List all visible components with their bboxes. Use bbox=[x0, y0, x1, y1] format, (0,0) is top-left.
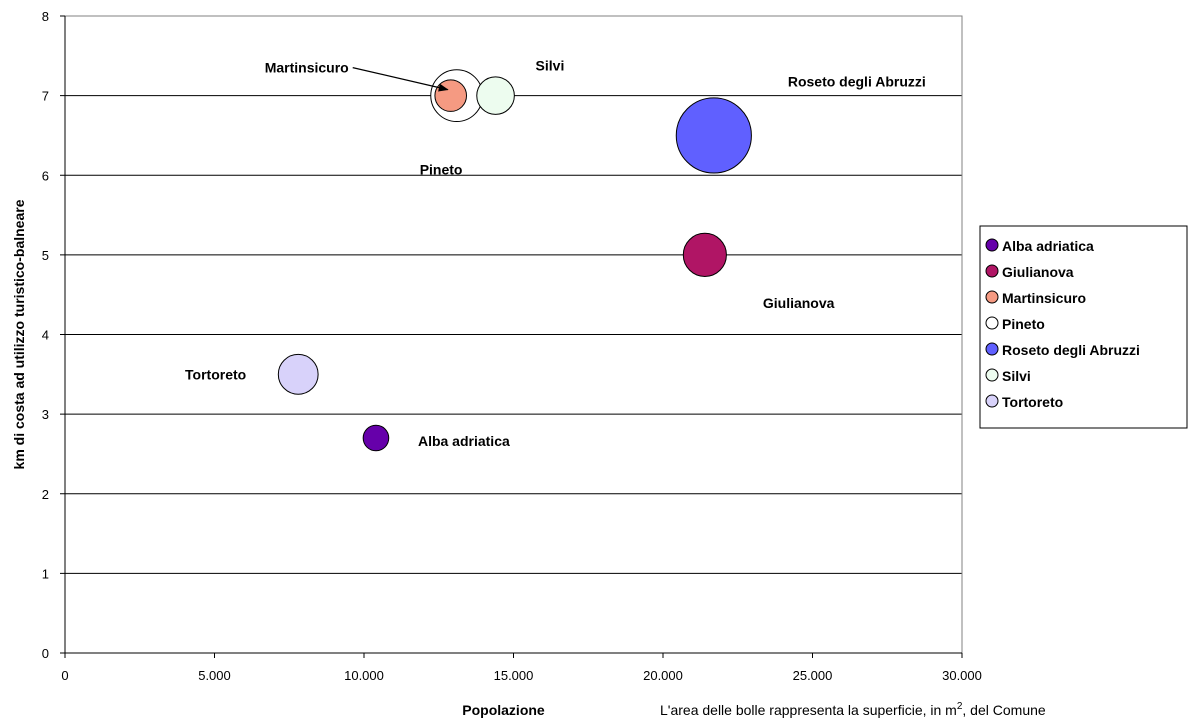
bubble-label-roseto-degli-abruzzi: Roseto degli Abruzzi bbox=[788, 73, 926, 89]
x-tick-label: 15.000 bbox=[494, 668, 534, 683]
bubble-label-silvi: Silvi bbox=[536, 58, 565, 74]
y-tick-label: 6 bbox=[42, 168, 49, 183]
legend-swatch-roseto-degli-abruzzi bbox=[985, 342, 999, 356]
legend-swatch-alba-adriatica bbox=[985, 238, 999, 252]
y-tick-label: 7 bbox=[42, 89, 49, 104]
bubble-giulianova bbox=[682, 232, 727, 277]
bubble-size-note: L'area delle bolle rappresenta la superf… bbox=[660, 701, 1046, 718]
legend-swatch-martinsicuro bbox=[985, 290, 999, 304]
axes: 0 1 2 3 4 5 6 7 8 0 5.000 10.000 15.000 20.000 25.000 3… bbox=[42, 9, 982, 683]
y-tick-label: 8 bbox=[42, 9, 49, 24]
y-tick-label: 4 bbox=[42, 328, 49, 343]
bubbles bbox=[277, 69, 752, 452]
x-tick-label: 30.000 bbox=[942, 668, 982, 683]
x-tick-label: 5.000 bbox=[198, 668, 231, 683]
bubble-roseto-degli-abruzzi bbox=[675, 97, 752, 174]
y-axis-title: km di costa ad utilizzo turistico-balnea… bbox=[11, 199, 27, 469]
note-superscript: 2 bbox=[957, 701, 963, 712]
x-tick-label: 0 bbox=[61, 668, 68, 683]
bubble-label-giulianova: Giulianova bbox=[763, 295, 835, 311]
bubble-label-alba-adriatica: Alba adriatica bbox=[418, 433, 510, 449]
legend-label-giulianova: Giulianova bbox=[1002, 264, 1074, 280]
y-tick-label: 1 bbox=[42, 566, 49, 581]
legend-label-pineto: Pineto bbox=[1002, 316, 1045, 332]
bubble-label-martinsicuro: Martinsicuro bbox=[265, 60, 349, 76]
gridlines bbox=[65, 95, 962, 574]
bubble-martinsicuro bbox=[434, 79, 468, 112]
legend-label-martinsicuro: Martinsicuro bbox=[1002, 290, 1086, 306]
y-tick-label: 0 bbox=[42, 646, 49, 661]
legend-swatch-giulianova bbox=[985, 264, 999, 278]
legend-label-tortoreto: Tortoreto bbox=[1002, 394, 1063, 410]
legend-swatch-silvi bbox=[985, 368, 999, 382]
legend: Alba adriatica Giulianova Martinsicuro Pine… bbox=[979, 225, 1188, 429]
legend-label-roseto-degli-abruzzi: Roseto degli Abruzzi bbox=[1002, 342, 1140, 358]
x-tick-label: 10.000 bbox=[344, 668, 384, 683]
note-text-before: L'area delle bolle rappresenta la superf… bbox=[660, 702, 957, 718]
leader-arrow bbox=[352, 67, 449, 92]
x-axis-title: Popolazione bbox=[462, 702, 545, 718]
x-tick-label: 20.000 bbox=[643, 668, 683, 683]
y-tick-label: 2 bbox=[42, 487, 49, 502]
x-tick-label: 25.000 bbox=[793, 668, 833, 683]
bubble-labels: Alba adriatica Giulianova Martinsicuro Pine… bbox=[185, 58, 926, 449]
legend-label-silvi: Silvi bbox=[1002, 368, 1031, 384]
bubble-alba-adriatica bbox=[362, 424, 390, 452]
legend-label-alba-adriatica: Alba adriatica bbox=[1002, 238, 1094, 254]
note-text-after: , del Comune bbox=[962, 702, 1045, 718]
bubble-silvi bbox=[476, 76, 515, 115]
bubble-label-pineto: Pineto bbox=[420, 162, 463, 178]
bubble-label-tortoreto: Tortoreto bbox=[185, 366, 246, 382]
y-tick-label: 3 bbox=[42, 407, 49, 422]
bubble-tortoreto bbox=[277, 353, 319, 395]
y-tick-label: 5 bbox=[42, 248, 49, 263]
legend-swatch-pineto bbox=[985, 316, 999, 330]
legend-box bbox=[979, 225, 1188, 429]
legend-swatch-tortoreto bbox=[985, 394, 999, 408]
